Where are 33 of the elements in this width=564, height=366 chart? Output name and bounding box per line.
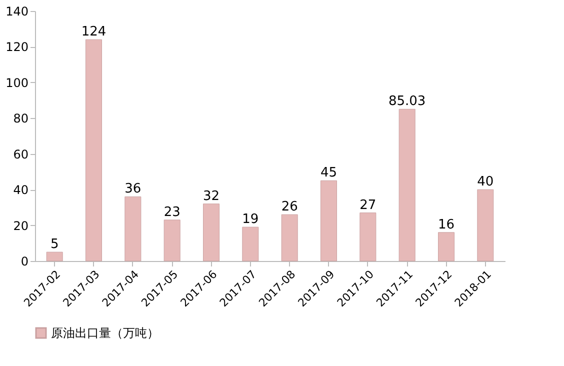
data-label: 16 <box>438 217 455 232</box>
data-label: 23 <box>164 204 180 220</box>
y-tick-label: 140 <box>6 4 28 18</box>
data-label: 5 <box>50 237 59 252</box>
bar <box>164 220 180 262</box>
data-label: 27 <box>360 198 376 213</box>
bar <box>320 180 337 262</box>
data-label: 40 <box>477 174 494 190</box>
bar <box>203 204 220 262</box>
y-tick-label: 40 <box>13 183 28 198</box>
bar <box>124 196 142 262</box>
bar <box>438 232 454 262</box>
legend-label: 原油出口量（万吨） <box>51 326 159 340</box>
data-label: 45 <box>320 166 338 181</box>
y-tick-label: 60 <box>13 147 28 162</box>
data-label: 19 <box>242 212 259 228</box>
data-label: 85.03 <box>388 94 426 110</box>
bar <box>360 212 376 262</box>
bar <box>46 252 63 262</box>
bar <box>242 226 259 262</box>
y-tick-label: 120 <box>6 40 28 54</box>
bar <box>281 214 298 262</box>
y-tick-label: 100 <box>6 76 28 90</box>
data-label: 26 <box>281 200 298 215</box>
data-label: 124 <box>81 24 106 40</box>
y-tick-label: 0 <box>20 254 28 268</box>
bar <box>398 108 416 262</box>
bar <box>86 39 102 262</box>
data-label: 36 <box>124 182 142 197</box>
data-label: 32 <box>202 188 220 204</box>
y-tick-label: 80 <box>13 112 28 126</box>
y-tick-label: 20 <box>13 218 28 233</box>
bar <box>477 189 494 262</box>
